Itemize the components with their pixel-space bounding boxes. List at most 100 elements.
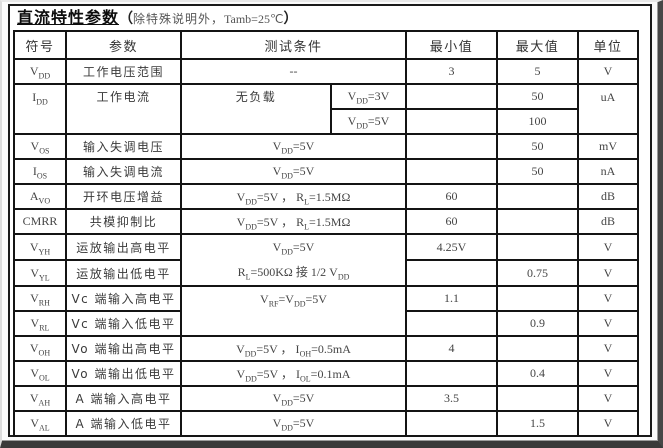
cell-unit: V — [577, 310, 640, 337]
cell-symbol: CMRR — [13, 208, 67, 235]
header-unit: 单位 — [577, 30, 640, 60]
cell-unit: V — [577, 259, 640, 287]
row-idd-b: VDD=5V 100 — [14, 108, 638, 135]
table-header-row: 符号 参数 测试条件 最小值 最大值 单位 — [13, 30, 640, 60]
title-paren-close: ） — [283, 11, 298, 27]
cell-max — [496, 233, 580, 261]
row-vol: VOL Vo 端输出低电平 VDD=5V ， IOL=0.1mA 0.4 V — [13, 360, 640, 387]
cell-symbol: IOS — [13, 158, 67, 185]
row-vrh: VRH Vc 端输入高电平 VRF=VDD=5V 1.1 V — [13, 285, 640, 337]
cell-condition: VDD=5V ， IOL=0.1mA — [179, 360, 408, 387]
row-ios: IOS 输入失调电流 VDD=5V 50 nA — [13, 158, 640, 185]
cell-min: 4 — [405, 335, 499, 362]
row-vyl: VYL 运放输出低电平 0.75 V — [13, 259, 640, 287]
cell-symbol: VYL — [13, 259, 67, 287]
cell-param: 输入失调电压 — [65, 133, 182, 160]
cell-condition: VDD=5V — [179, 158, 408, 185]
cell-unit: V — [577, 410, 640, 437]
row-vyh: VYH 运放输出高电平 VDD=5V RL=500KΩ 接 1/2 VDD 4.… — [13, 233, 640, 287]
cell-max — [496, 285, 580, 312]
cell-max: 50 — [496, 83, 580, 110]
cell-param: Vc 端输入低电平 — [65, 310, 182, 337]
cell-min: 3.5 — [405, 385, 499, 412]
cell-min — [405, 83, 499, 110]
cell-param: Vc 端输入高电平 — [65, 285, 182, 312]
row-val: VAL A 端输入低电平 VDD=5V 1.5 V — [13, 410, 640, 437]
cell-min — [405, 108, 499, 135]
cell-symbol: VDD — [13, 58, 67, 85]
cell-symbol: VOH — [13, 335, 67, 362]
row-avo: AVO 开环电压增益 VDD=5V ， RL=1.5MΩ 60 dB — [13, 183, 640, 210]
cell-condition: VDD=5V ， RL=1.5MΩ — [179, 208, 408, 235]
cell-max: 0.4 — [496, 360, 580, 387]
cell-min — [405, 310, 499, 337]
cell-param: A 端输入高电平 — [65, 385, 182, 412]
cell-condition: VDD=5V ， RL=1.5MΩ — [179, 183, 408, 210]
cell-min: 4.25V — [405, 233, 499, 261]
cell-condition: VDD=5V — [179, 385, 408, 412]
cell-symbol: AVO — [13, 183, 67, 210]
cell-min — [405, 133, 499, 160]
cell-max: 5 — [496, 58, 580, 85]
cell-param: 输入失调电流 — [65, 158, 182, 185]
cell-unit: V — [577, 285, 640, 312]
cell-min — [405, 259, 499, 287]
row-vrl: VRL Vc 端输入低电平 0.9 V — [13, 310, 640, 337]
cell-symbol: VYH — [13, 233, 67, 261]
cell-unit: V — [577, 335, 640, 362]
cell-condition: VDD=5V RL=500KΩ 接 1/2 VDD — [179, 233, 408, 287]
title-note: 除特殊说明外， — [133, 12, 225, 26]
cell-max: 0.75 — [496, 259, 580, 287]
cell-max — [496, 335, 580, 362]
row-cmrr: CMRR 共模抑制比 VDD=5V ， RL=1.5MΩ 60 dB — [13, 208, 640, 235]
cell-max: 50 — [496, 158, 580, 185]
page-title: 直流特性参数（除特殊说明外，Tamb=25℃） — [10, 6, 650, 30]
cell-symbol: VAL — [13, 410, 67, 437]
row-vdd: VDD 工作电压范围 -- 3 5 V — [13, 58, 640, 85]
cell-unit: uA — [577, 83, 640, 135]
cell-min — [405, 158, 499, 185]
cell-max: 0.9 — [496, 310, 580, 337]
cell-min: 60 — [405, 208, 499, 235]
cell-max: 1.5 — [496, 410, 580, 437]
cell-condition: VDD=5V — [179, 133, 408, 160]
cell-condition: -- — [179, 58, 408, 85]
cell-unit: dB — [577, 183, 640, 210]
cell-condition: VRF=VDD=5V — [179, 285, 408, 337]
cell-unit: dB — [577, 208, 640, 235]
cell-symbol: VRH — [13, 285, 67, 312]
cell-max — [496, 208, 580, 235]
cell-symbol: VOS — [13, 133, 67, 160]
cell-min: 1.1 — [405, 285, 499, 312]
cell-min — [405, 360, 499, 387]
cell-unit: V — [577, 233, 640, 261]
cell-condition-main: 无负载 — [180, 83, 332, 135]
cell-max — [496, 385, 580, 412]
cell-condition-sub: VDD=5V — [329, 108, 408, 135]
cell-condition: VDD=5V ， IOH=0.5mA — [179, 335, 408, 362]
cell-symbol: VAH — [13, 385, 67, 412]
cell-param: 运放输出低电平 — [65, 259, 182, 287]
cell-param: 共模抑制比 — [65, 208, 182, 235]
cell-param: 工作电流 — [65, 83, 182, 135]
cell-param: 开环电压增益 — [65, 183, 182, 210]
header-param: 参数 — [65, 30, 182, 60]
cell-condition: VDD=5V — [179, 410, 408, 437]
cell-param: 工作电压范围 — [65, 58, 182, 85]
header-condition: 测试条件 — [179, 30, 408, 60]
cell-symbol: VRL — [13, 310, 67, 337]
title-paren-open: （ — [119, 11, 134, 27]
cell-max — [496, 183, 580, 210]
cell-min: 60 — [405, 183, 499, 210]
cell-symbol: IDD — [13, 83, 67, 135]
datasheet-panel: 直流特性参数（除特殊说明外，Tamb=25℃） 符号 参数 测试条件 最小值 最… — [8, 4, 652, 437]
cell-param: 运放输出高电平 — [65, 233, 182, 261]
row-vos: VOS 输入失调电压 VDD=5V 50 mV — [13, 133, 640, 160]
cell-max: 100 — [496, 108, 580, 135]
title-ambient-temp: Tamb=25℃ — [224, 12, 284, 26]
cell-param: Vo 端输出高电平 — [65, 335, 182, 362]
dc-characteristics-table: 符号 参数 测试条件 最小值 最大值 单位 VDD 工作电压范围 -- 3 5 … — [13, 30, 640, 437]
cell-param: A 端输入低电平 — [65, 410, 182, 437]
cell-unit: nA — [577, 158, 640, 185]
header-min: 最小值 — [405, 30, 499, 60]
